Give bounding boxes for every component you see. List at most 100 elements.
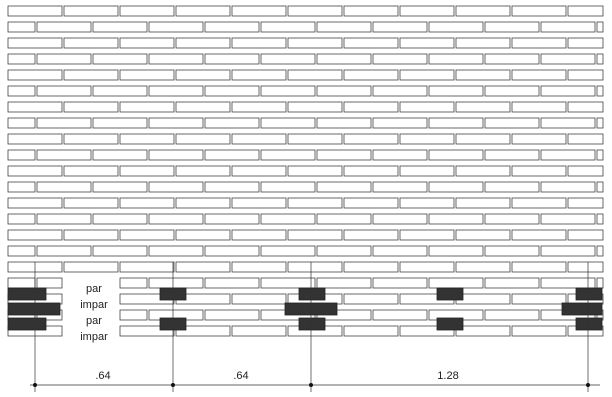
highlighted-brick xyxy=(299,318,325,330)
dimension-line: .64 .64 1.28 xyxy=(30,370,600,387)
brick xyxy=(232,38,286,48)
brick xyxy=(232,294,286,304)
brick xyxy=(176,134,230,144)
brick xyxy=(541,278,595,288)
brick xyxy=(568,134,603,144)
brick xyxy=(373,22,427,32)
brick xyxy=(8,102,62,112)
brick xyxy=(541,54,595,64)
brick xyxy=(512,134,566,144)
brick xyxy=(64,102,118,112)
brick xyxy=(456,38,510,48)
brick xyxy=(64,230,118,240)
dimension-label: .64 xyxy=(95,370,110,382)
brick xyxy=(541,118,595,128)
brick xyxy=(373,310,427,320)
brick xyxy=(456,294,510,304)
brick xyxy=(120,166,174,176)
brick xyxy=(232,102,286,112)
brick xyxy=(261,22,315,32)
brick xyxy=(120,230,174,240)
brick xyxy=(120,38,174,48)
brick xyxy=(120,198,174,208)
brick xyxy=(485,54,539,64)
brick xyxy=(288,38,342,48)
brick xyxy=(205,310,259,320)
brick xyxy=(373,54,427,64)
brick xyxy=(149,214,203,224)
brick xyxy=(429,214,483,224)
brick xyxy=(597,54,603,64)
brick xyxy=(512,230,566,240)
highlighted-brick xyxy=(437,318,463,330)
brick xyxy=(205,86,259,96)
brick xyxy=(120,70,174,80)
brick xyxy=(512,70,566,80)
dimension-tick xyxy=(586,383,590,387)
brick xyxy=(8,214,35,224)
brick xyxy=(400,38,454,48)
brick xyxy=(429,150,483,160)
brick xyxy=(456,102,510,112)
brick xyxy=(512,198,566,208)
brick xyxy=(344,166,398,176)
brick xyxy=(232,326,286,336)
brick xyxy=(261,54,315,64)
brick xyxy=(93,150,147,160)
brick xyxy=(541,246,595,256)
brick xyxy=(8,38,62,48)
brick xyxy=(597,86,603,96)
brick xyxy=(176,198,230,208)
brick xyxy=(64,70,118,80)
brick xyxy=(288,6,342,16)
brick xyxy=(93,246,147,256)
dimension-label: .64 xyxy=(233,370,248,382)
brick xyxy=(176,230,230,240)
brick xyxy=(120,310,147,320)
brick xyxy=(37,54,91,64)
brick xyxy=(149,118,203,128)
brick xyxy=(568,166,603,176)
brick xyxy=(93,214,147,224)
brick xyxy=(456,262,510,272)
brick xyxy=(344,38,398,48)
brick xyxy=(429,246,483,256)
brick xyxy=(205,214,259,224)
brick xyxy=(344,294,398,304)
brick xyxy=(344,70,398,80)
brick xyxy=(288,262,342,272)
brick xyxy=(37,86,91,96)
brick xyxy=(429,182,483,192)
highlighted-brick xyxy=(8,288,46,300)
brick xyxy=(120,262,174,272)
highlighted-brick xyxy=(562,303,602,315)
brick xyxy=(8,166,62,176)
brick xyxy=(568,70,603,80)
brick xyxy=(261,214,315,224)
brick xyxy=(541,214,595,224)
brick xyxy=(400,198,454,208)
brick xyxy=(512,294,566,304)
brick xyxy=(37,182,91,192)
brick xyxy=(232,230,286,240)
brick xyxy=(8,86,35,96)
brick xyxy=(400,262,454,272)
brick xyxy=(37,22,91,32)
brick xyxy=(149,246,203,256)
brick xyxy=(568,6,603,16)
brick xyxy=(288,230,342,240)
brick xyxy=(429,86,483,96)
brick xyxy=(232,70,286,80)
brick xyxy=(8,134,62,144)
brick xyxy=(512,166,566,176)
brick xyxy=(205,118,259,128)
brick xyxy=(344,6,398,16)
brick xyxy=(288,166,342,176)
brick xyxy=(232,262,286,272)
brick xyxy=(373,182,427,192)
brick xyxy=(485,310,539,320)
brick xyxy=(485,118,539,128)
brick xyxy=(317,150,371,160)
brick xyxy=(149,22,203,32)
brick xyxy=(8,22,35,32)
